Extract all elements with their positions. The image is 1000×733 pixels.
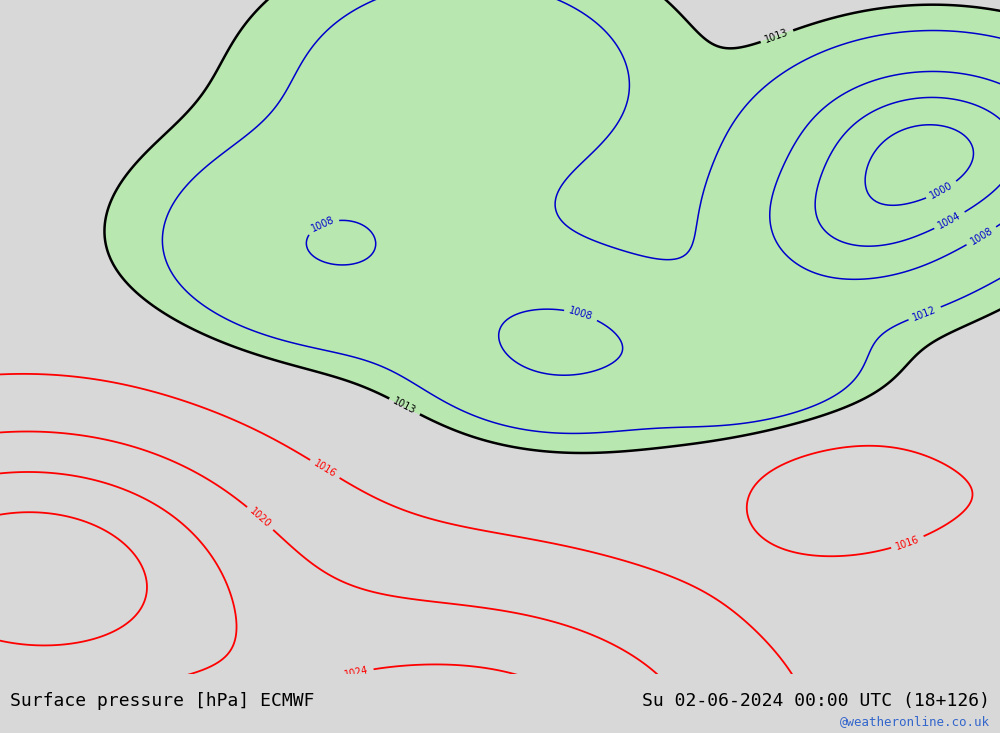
Text: Surface pressure [hPa] ECMWF: Surface pressure [hPa] ECMWF — [10, 692, 314, 710]
Text: 1016: 1016 — [894, 534, 921, 551]
Text: 1000: 1000 — [929, 180, 955, 201]
Text: 1012: 1012 — [911, 304, 938, 323]
Text: 1008: 1008 — [568, 306, 594, 323]
Text: Su 02-06-2024 00:00 UTC (18+126): Su 02-06-2024 00:00 UTC (18+126) — [642, 692, 990, 710]
Text: 1020: 1020 — [248, 507, 273, 530]
Text: 1016: 1016 — [312, 458, 338, 479]
Text: 1004: 1004 — [936, 210, 963, 231]
Text: 1013: 1013 — [391, 397, 418, 416]
Text: 1024: 1024 — [343, 665, 370, 680]
Text: 1008: 1008 — [309, 215, 336, 234]
Text: 1008: 1008 — [968, 225, 995, 246]
Text: 1013: 1013 — [764, 27, 790, 45]
Text: @weatheronline.co.uk: @weatheronline.co.uk — [840, 715, 990, 729]
